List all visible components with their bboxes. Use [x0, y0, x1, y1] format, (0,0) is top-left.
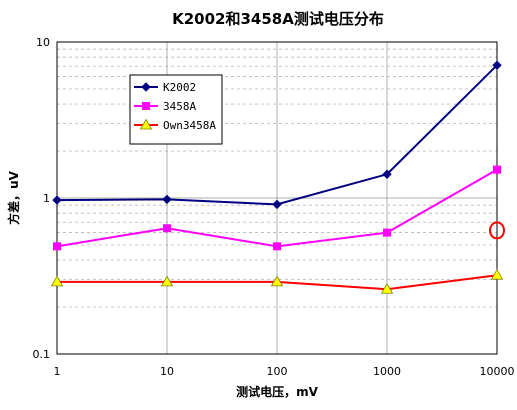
data-point	[383, 228, 391, 237]
data-point	[53, 242, 61, 251]
legend: K2002 3458A Own3458A	[129, 74, 223, 145]
data-point	[493, 165, 501, 174]
data-point	[270, 275, 284, 287]
grid	[57, 42, 497, 354]
x-tick-label: 10	[160, 365, 174, 378]
data-point	[382, 169, 392, 179]
y-axis-label: 方差，uV	[6, 170, 21, 225]
data-point	[272, 199, 282, 210]
series-3458a	[53, 165, 501, 251]
y-tick-label: 0.1	[33, 348, 51, 361]
x-axis-label: 测试电压，mV	[236, 384, 319, 399]
y-tick-label: 10	[36, 36, 50, 49]
legend-marker	[139, 118, 153, 130]
x-tick-label: 1000	[373, 365, 401, 378]
legend-label: 3458A	[163, 100, 196, 113]
data-point	[52, 195, 62, 205]
y-tick-label: 1	[43, 192, 50, 205]
data-point	[492, 60, 502, 70]
data-point	[50, 275, 64, 287]
x-tick-label: 1	[54, 365, 61, 378]
annotation-circle	[489, 221, 505, 240]
data-point	[162, 194, 172, 205]
series-k2002	[52, 60, 502, 210]
series	[50, 60, 504, 294]
data-point	[380, 282, 394, 294]
data-point	[163, 224, 171, 233]
annotations	[489, 221, 505, 240]
legend-marker	[142, 102, 150, 110]
series-own3458a	[50, 268, 504, 294]
data-point	[160, 275, 174, 287]
chart-title: K2002和3458A测试电压分布	[172, 10, 384, 28]
legend-marker	[141, 82, 151, 92]
data-point	[273, 242, 281, 251]
x-tick-label: 100	[267, 365, 288, 378]
legend-label: K2002	[163, 81, 196, 94]
legend-label: Own3458A	[163, 119, 216, 132]
data-point	[490, 268, 504, 280]
x-tick-label: 10000	[480, 365, 515, 378]
